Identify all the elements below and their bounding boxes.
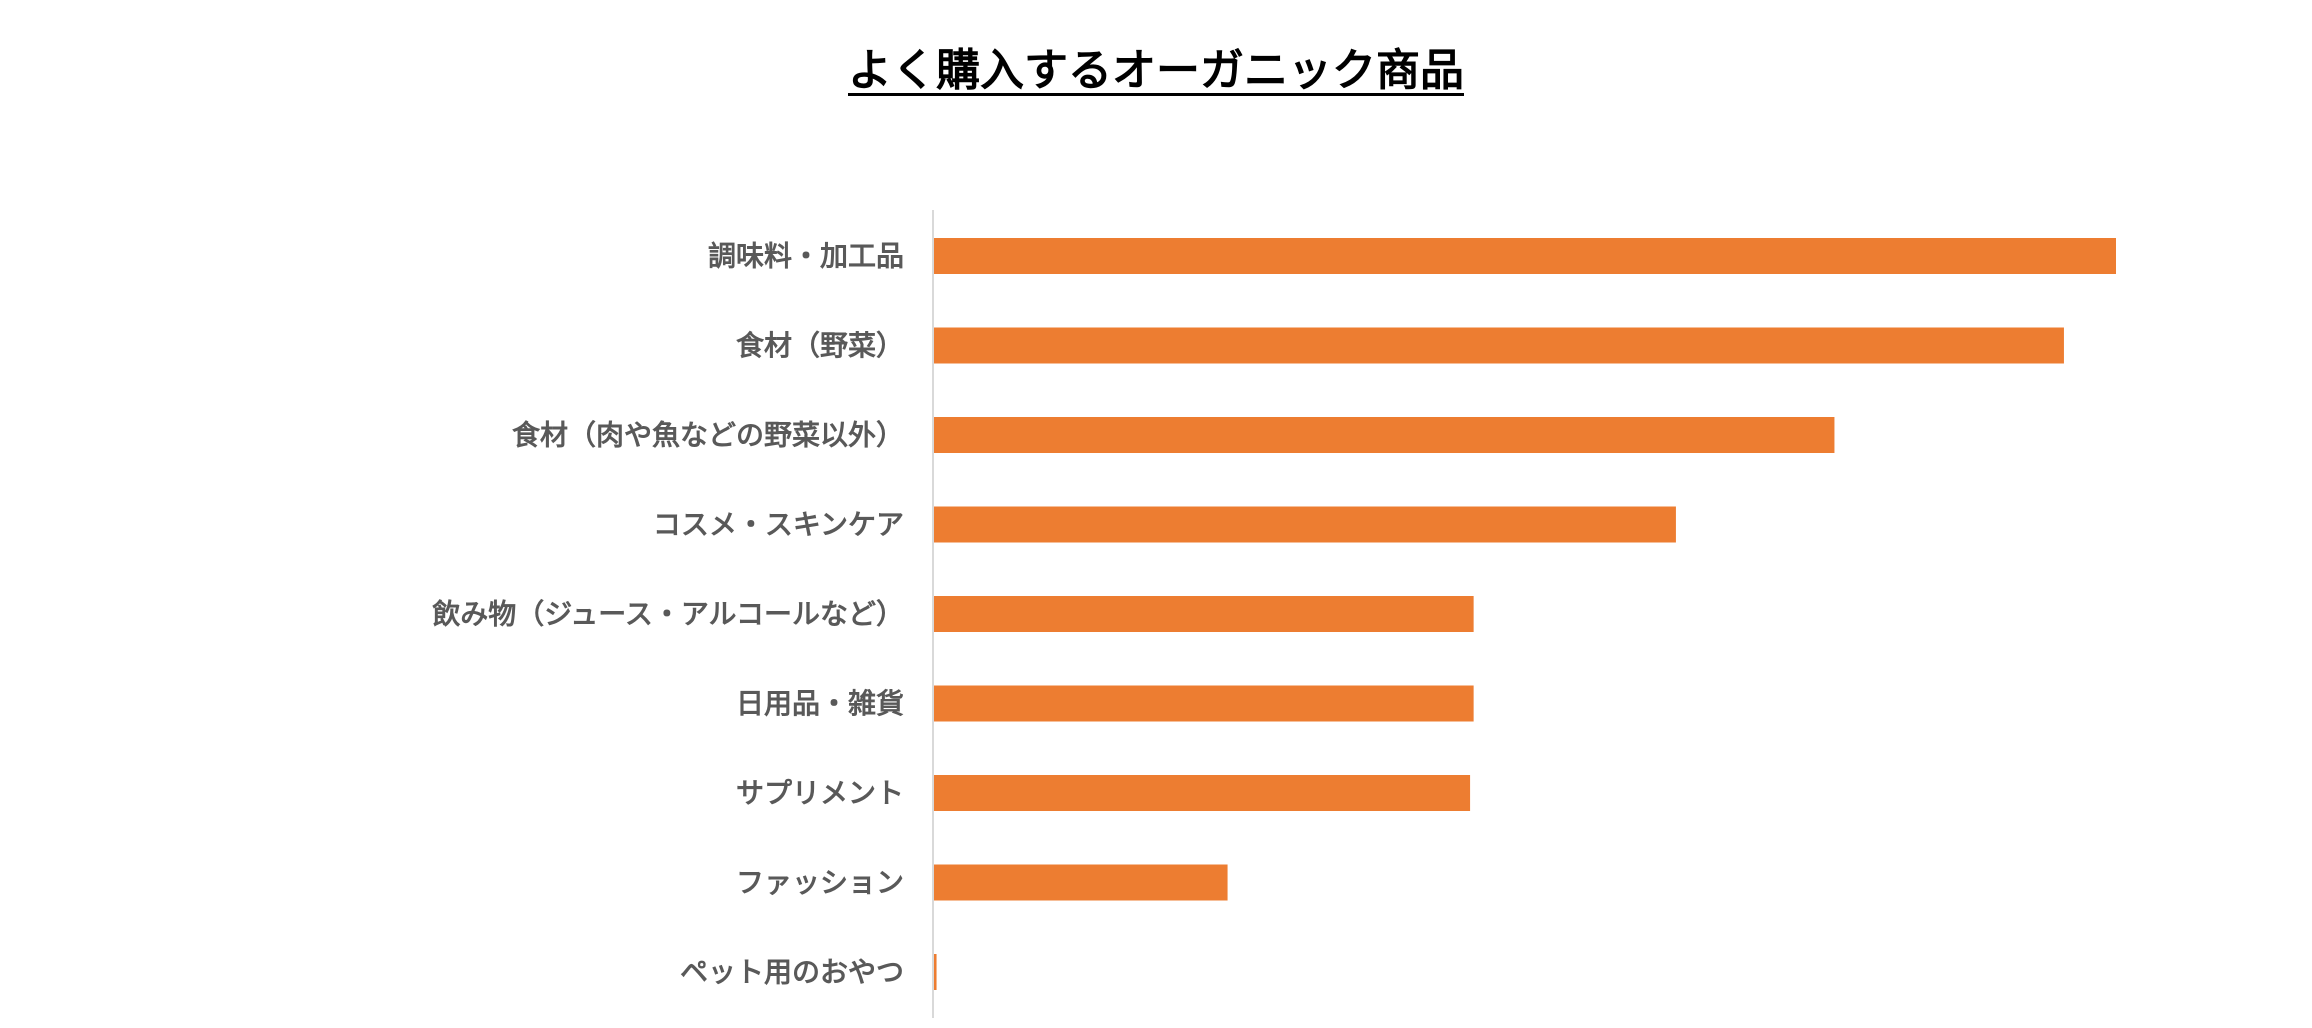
bars-group bbox=[933, 238, 2116, 990]
bar-6 bbox=[933, 775, 1471, 811]
category-label-3: コスメ・スキンケア bbox=[653, 508, 904, 541]
category-label-8: ペット用のおやつ bbox=[680, 956, 904, 989]
bar-1 bbox=[933, 327, 2064, 364]
category-label-7: ファッション bbox=[736, 866, 904, 899]
bar-8 bbox=[933, 954, 937, 990]
bar-4 bbox=[933, 596, 1474, 632]
bar-7 bbox=[933, 864, 1228, 901]
bar-3 bbox=[933, 506, 1676, 543]
category-label-4: 飲み物（ジュース・アルコールなど） bbox=[432, 598, 904, 631]
category-label-1: 食材（野菜） bbox=[736, 329, 904, 362]
chart-title: よく購入するオーガニック商品 bbox=[848, 45, 1464, 96]
category-label-6: サプリメント bbox=[736, 777, 904, 810]
bar-2 bbox=[933, 417, 1835, 453]
bar-5 bbox=[933, 685, 1474, 722]
bar-0 bbox=[933, 238, 2116, 274]
category-label-0: 調味料・加工品 bbox=[708, 240, 904, 273]
category-label-5: 日用品・雑貨 bbox=[736, 687, 904, 720]
category-label-2: 食材（肉や魚などの野菜以外） bbox=[512, 419, 904, 452]
